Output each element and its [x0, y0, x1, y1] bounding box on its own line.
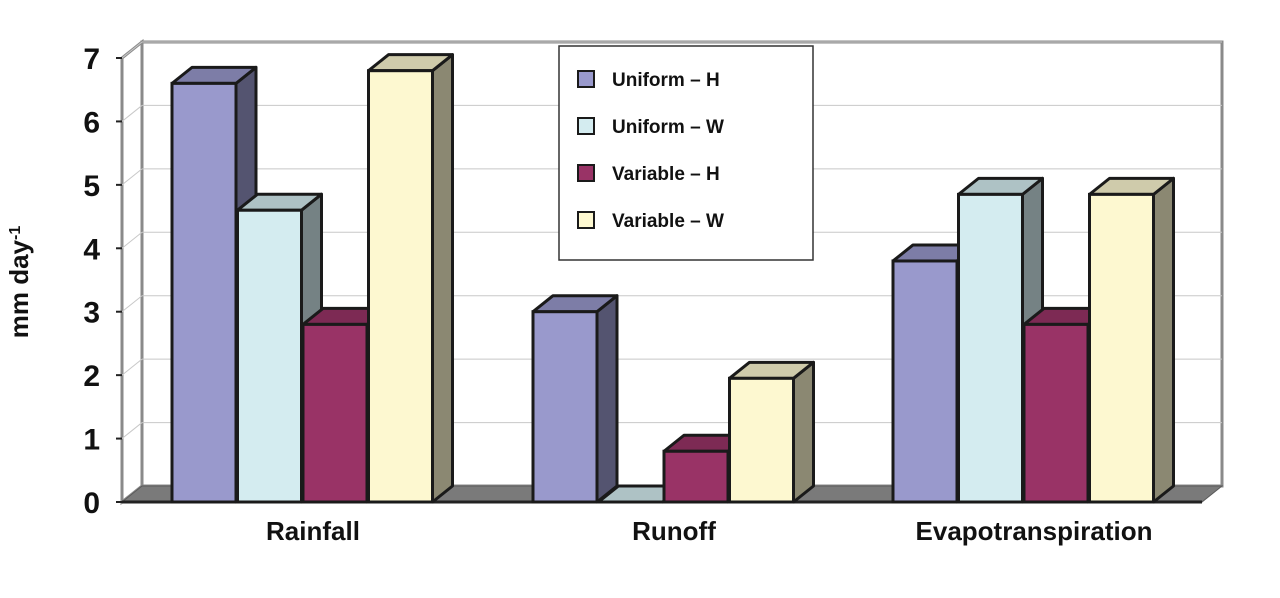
bar-evapotranspiration-3 — [1088, 176, 1175, 504]
bar-rainfall-3 — [367, 53, 454, 504]
legend-swatch — [577, 211, 595, 229]
y-tick-label: 7 — [83, 43, 100, 76]
bar-front-face — [1088, 192, 1155, 504]
legend-entry: Variable – W — [612, 211, 724, 232]
legend-entry: Variable – H — [612, 164, 720, 185]
x-category-label: Evapotranspiration — [916, 516, 1153, 546]
bar-front-face — [301, 322, 369, 504]
gridline-side — [121, 295, 143, 313]
gridline-side — [121, 168, 143, 186]
legend: Uniform – H Uniform – W Variable – H Variab… — [558, 45, 814, 261]
bar-front-face — [531, 310, 599, 504]
bar-front-face — [891, 259, 959, 504]
legend-swatch — [577, 164, 595, 182]
bar-front-face — [1022, 322, 1090, 504]
y-tick-label: 5 — [83, 170, 100, 203]
bar-front-face — [957, 192, 1024, 504]
plot-left-wall — [120, 38, 144, 506]
y-tick-label: 1 — [83, 424, 100, 457]
y-tick-label: 0 — [83, 487, 100, 520]
bar-front-face — [236, 208, 303, 504]
bar-front-face — [662, 449, 730, 504]
legend-entry: Uniform – H — [612, 70, 720, 91]
legend-box — [558, 45, 814, 261]
bar-side-face — [1152, 176, 1175, 504]
gridline-side — [121, 358, 143, 376]
bar-front-face — [367, 69, 434, 504]
legend-swatch — [577, 117, 595, 135]
y-tick-label: 4 — [83, 233, 100, 266]
y-tick-label: 3 — [83, 297, 100, 330]
bar-front-face — [170, 81, 238, 504]
gridline-side — [121, 422, 143, 439]
y-tick-label: 2 — [83, 360, 100, 393]
y-axis-label: mm day-1 — [4, 226, 34, 339]
bar-side-face — [431, 53, 454, 504]
gridline-side — [121, 105, 143, 122]
bar-runoff-3 — [728, 360, 815, 504]
x-category-label: Rainfall — [266, 516, 360, 546]
bar-runoff-0 — [531, 294, 619, 504]
bar-front-face — [728, 376, 795, 504]
x-category-label: Runoff — [632, 516, 716, 546]
gridline-side — [121, 41, 143, 59]
bar-side-face — [792, 360, 815, 504]
legend-entry: Uniform – W — [612, 117, 724, 138]
gridline-side — [121, 231, 143, 249]
bar-side-face — [595, 294, 619, 504]
y-tick-label: 6 — [83, 106, 100, 139]
legend-swatch — [577, 70, 595, 88]
